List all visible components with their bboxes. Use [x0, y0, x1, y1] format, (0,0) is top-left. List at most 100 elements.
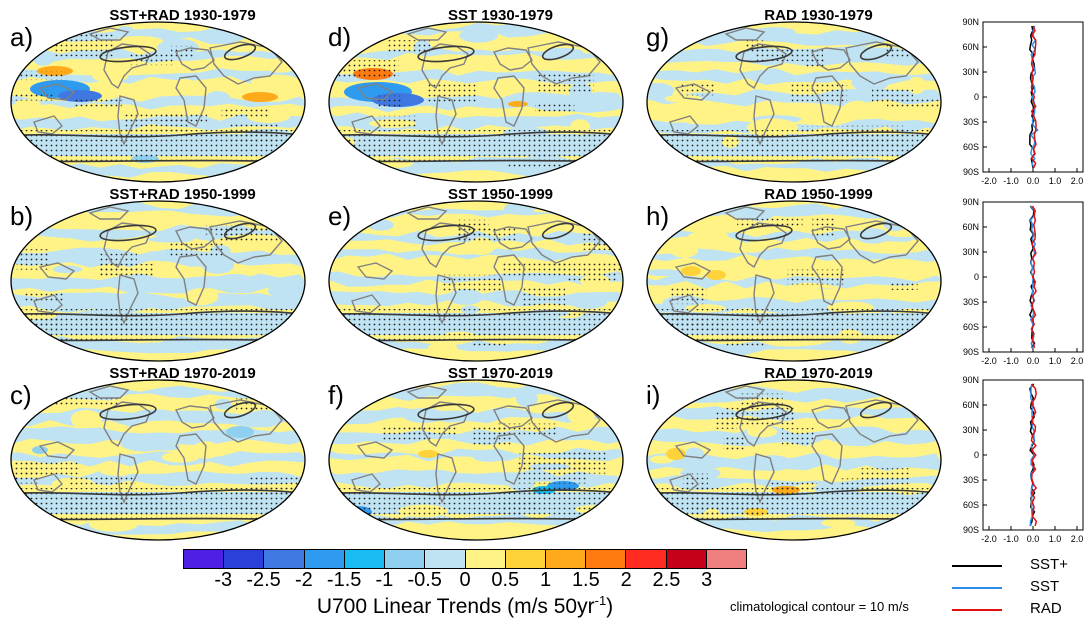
jet-contour-pacific — [735, 45, 793, 63]
x-tick-label: -1.0 — [1003, 176, 1019, 186]
map-panel: SST 1950-1999 e) — [318, 183, 624, 363]
trend-blob — [205, 91, 230, 105]
profile-line-rad — [1030, 25, 1037, 169]
colorbar-tick-label: 0.5 — [491, 569, 520, 591]
trend-blob — [14, 99, 41, 110]
x-tick-label: 2.0 — [1071, 176, 1084, 186]
y-tick-label: 90S — [963, 167, 979, 177]
coastline — [209, 41, 283, 85]
climatology-contour — [329, 310, 623, 317]
coastline — [810, 405, 851, 429]
trend-blob — [115, 36, 164, 47]
coastline — [493, 254, 525, 306]
significance-stipple — [387, 40, 430, 53]
coastline — [406, 206, 448, 220]
x-tick-label: -2.0 — [981, 534, 997, 544]
map-svg — [646, 21, 942, 183]
trend-blob — [567, 407, 595, 425]
legend-label-rad: RAD — [1030, 600, 1062, 617]
significance-stipple — [382, 427, 431, 442]
colorbar-box — [545, 550, 587, 568]
trend-blob — [270, 386, 288, 402]
coastline — [527, 399, 601, 443]
legend-item-rad: RAD — [952, 600, 1087, 620]
trend-blob — [332, 334, 368, 344]
trend-blob — [694, 49, 718, 59]
trend-blob — [161, 451, 200, 463]
trend-blob — [201, 256, 234, 274]
significance-stipple — [203, 225, 267, 235]
trend-band — [647, 247, 941, 262]
coastline — [103, 222, 151, 269]
panel-title: RAD 1930-1979 — [764, 7, 873, 24]
significance-stipple — [724, 407, 795, 428]
y-tick-label: 0 — [974, 92, 979, 102]
map-border — [646, 200, 942, 362]
legend-item-sst-rad: SST+ — [952, 556, 1087, 576]
significance-stipple — [889, 281, 918, 290]
coastline — [209, 399, 283, 443]
map-svg — [328, 379, 624, 541]
jet-contour-pacific — [99, 224, 157, 242]
colorbar-box — [626, 550, 667, 568]
map-field — [647, 22, 941, 182]
strong-anomaly — [226, 426, 254, 438]
colorbar-tick-label: -1 — [375, 569, 394, 591]
coastline — [421, 43, 469, 90]
x-tick-label: 2.0 — [1071, 534, 1084, 544]
trend-band — [11, 518, 305, 538]
coastline — [406, 27, 448, 41]
y-tick-label: 90N — [962, 18, 979, 27]
trend-blob — [459, 28, 499, 43]
profile-panel: 90N 60N 30N 0 30S 60S 90S-2.0 -1.0 0.0 1.0 2.0 — [962, 376, 1084, 544]
map-border — [328, 379, 624, 541]
trend-blob — [753, 27, 797, 38]
significance-stipple — [678, 84, 717, 96]
colorbar-tick-label: -3 — [214, 569, 233, 591]
coastline — [845, 41, 919, 85]
map-svg — [10, 200, 306, 362]
jet-contour-pacific — [417, 45, 475, 63]
strong-anomaly — [666, 448, 686, 460]
trend-blob — [472, 451, 506, 462]
panel-letter: h) — [646, 201, 670, 231]
coastline — [356, 441, 394, 459]
coastline — [421, 401, 469, 448]
significance-stipple — [122, 114, 191, 135]
trend-blob — [250, 74, 301, 91]
colorbar-box — [264, 550, 305, 568]
significance-stipple — [11, 92, 53, 101]
colorbar-tick-label: -0.5 — [407, 569, 442, 591]
y-tick-label: 90N — [962, 376, 979, 385]
coastline — [724, 385, 766, 399]
y-tick-label: 60N — [962, 42, 979, 52]
coastline — [811, 75, 843, 127]
legend-label-sst: SST — [1030, 578, 1060, 595]
trend-blob — [92, 69, 129, 83]
significance-stipple — [520, 287, 566, 308]
coastline — [351, 294, 381, 314]
map-svg — [10, 21, 306, 183]
coastline — [724, 206, 766, 220]
significance-stipple — [723, 436, 747, 451]
legend-item-sst: SST — [952, 578, 1087, 598]
panel-title: SST 1930-1979 — [447, 7, 554, 24]
climatology-contour — [647, 310, 941, 317]
x-tick-label: 0.0 — [1027, 534, 1040, 544]
colorbar-tick-label: 1.5 — [571, 569, 600, 591]
coastline — [174, 405, 215, 429]
colorbar-tick-label: 1 — [540, 569, 552, 591]
jet-contour-pacific — [417, 403, 475, 421]
coastline — [356, 262, 394, 280]
significance-stipple — [756, 49, 824, 62]
significance-stipple — [737, 218, 803, 229]
map-panel: SST+RAD 1950-1999 b) — [0, 183, 306, 363]
legend-line-rad — [952, 609, 1002, 611]
panel-letter: a) — [10, 22, 34, 52]
trend-band — [329, 247, 623, 262]
colorbar-tick-label: 0 — [459, 569, 471, 591]
coastline — [845, 220, 919, 264]
coastline — [38, 262, 76, 280]
map-field — [647, 380, 941, 540]
climatology-contour — [329, 131, 623, 138]
